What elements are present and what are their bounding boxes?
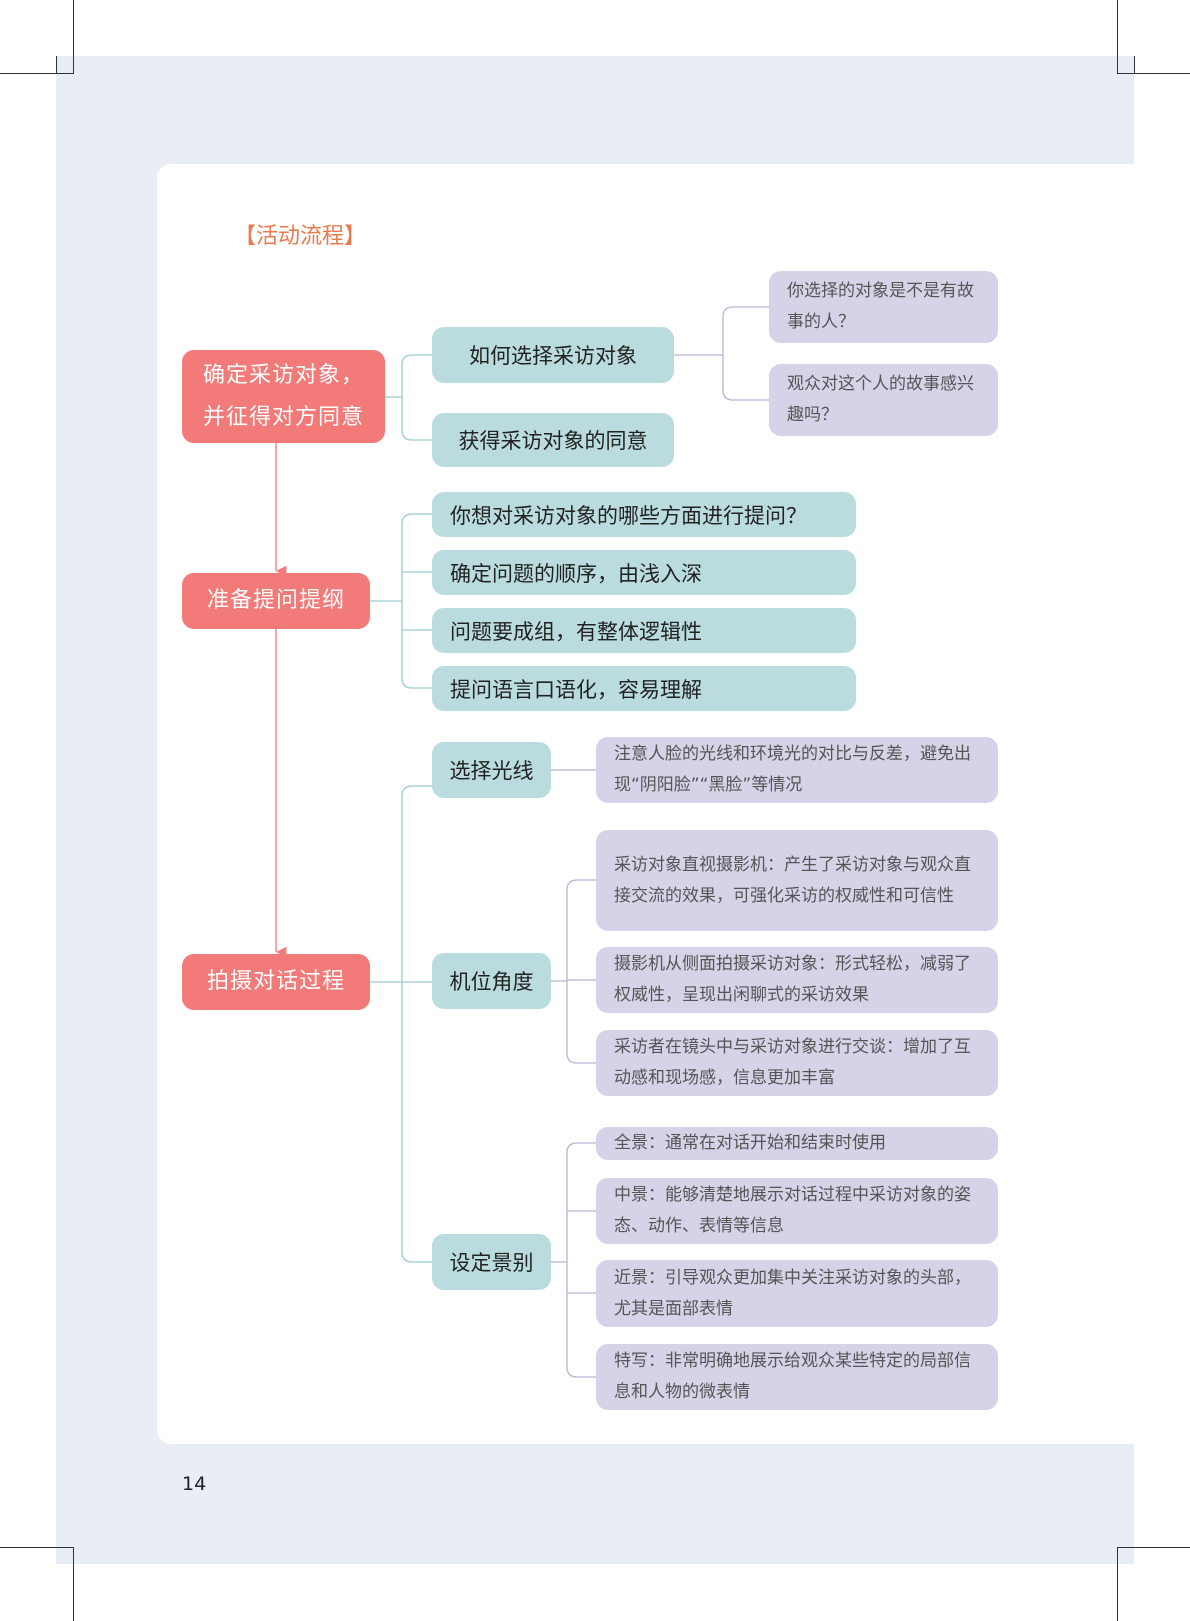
step-1-node: 确定采访对象，并征得对方同意	[182, 350, 385, 443]
branch-label: 机位角度	[449, 970, 534, 994]
branch-label: 选择光线	[449, 759, 534, 783]
detail-node: 采访对象直视摄影机：产生了采访对象与观众直接交流的效果，可强化采访的权威性和可信…	[596, 830, 998, 931]
branch-label: 获得采访对象的同意	[458, 429, 648, 453]
connector	[370, 513, 432, 689]
connector	[551, 879, 596, 1064]
crop-mark	[1117, 0, 1118, 74]
branch-node: 机位角度	[432, 953, 551, 1009]
crop-mark	[1117, 1547, 1118, 1621]
detail-text: 中景：能够清楚地展示对话过程中采访对象的姿态、动作、表情等信息	[614, 1185, 971, 1236]
detail-node: 中景：能够清楚地展示对话过程中采访对象的姿态、动作、表情等信息	[596, 1178, 998, 1244]
crop-mark	[73, 1547, 74, 1621]
crop-mark	[73, 0, 74, 74]
detail-node: 采访者在镜头中与采访对象进行交谈：增加了互动感和现场感，信息更加丰富	[596, 1030, 998, 1096]
step-label: 确定采访对象，并征得对方同意	[202, 362, 364, 430]
branch-label: 提问语言口语化，容易理解	[450, 677, 702, 702]
detail-node: 摄影机从侧面拍摄采访对象：形式轻松，减弱了权威性，呈现出闲聊式的采访效果	[596, 947, 998, 1013]
detail-text: 特写：非常明确地展示给观众某些特定的局部信息和人物的微表情	[614, 1351, 971, 1402]
branch-label: 问题要成组，有整体逻辑性	[450, 619, 702, 644]
branch-label: 设定景别	[449, 1251, 534, 1275]
page-number: 14	[182, 1473, 207, 1495]
detail-text: 摄影机从侧面拍摄采访对象：形式轻松，减弱了权威性，呈现出闲聊式的采访效果	[614, 954, 971, 1005]
connector	[674, 306, 769, 401]
detail-node: 全景：通常在对话开始和结束时使用	[596, 1127, 998, 1160]
branch-node: 设定景别	[432, 1234, 551, 1290]
detail-node: 特写：非常明确地展示给观众某些特定的局部信息和人物的微表情	[596, 1344, 998, 1410]
detail-node: 观众对这个人的故事感兴趣吗？	[769, 364, 998, 436]
detail-text: 近景：引导观众更加集中关注采访对象的头部，尤其是面部表情	[614, 1267, 971, 1319]
step-3-node: 拍摄对话过程	[182, 954, 370, 1010]
section-title: 【活动流程】	[234, 224, 367, 249]
step-2-node: 准备提问提纲	[182, 573, 370, 629]
detail-text: 观众对这个人的故事感兴趣吗？	[787, 374, 974, 425]
branch-label: 你想对采访对象的哪些方面进行提问？	[450, 503, 807, 528]
branch-node: 你想对采访对象的哪些方面进行提问？	[432, 492, 856, 537]
connector	[370, 785, 432, 1263]
detail-node: 注意人脸的光线和环境光的对比与反差，避免出现“阴阳脸”“黑脸”等情况	[596, 737, 998, 803]
branch-label: 如何选择采访对象	[469, 344, 637, 368]
branch-node: 如何选择采访对象	[432, 327, 674, 383]
crop-mark	[1117, 1547, 1190, 1548]
branch-node: 选择光线	[432, 742, 551, 798]
crop-mark	[0, 1547, 74, 1548]
detail-text: 采访对象直视摄影机：产生了采访对象与观众直接交流的效果，可强化采访的权威性和可信…	[614, 854, 971, 906]
crop-mark	[56, 56, 57, 74]
branch-node: 问题要成组，有整体逻辑性	[432, 608, 856, 653]
step-label: 拍摄对话过程	[206, 969, 345, 994]
branch-node: 提问语言口语化，容易理解	[432, 666, 856, 711]
branch-label: 确定问题的顺序，由浅入深	[450, 561, 702, 586]
detail-text: 采访者在镜头中与采访对象进行交谈：增加了互动感和现场感，信息更加丰富	[614, 1037, 971, 1088]
connector	[551, 1142, 596, 1378]
branch-node: 确定问题的顺序，由浅入深	[432, 550, 856, 595]
crop-mark	[0, 73, 74, 74]
detail-text: 注意人脸的光线和环境光的对比与反差，避免出现“阴阳脸”“黑脸”等情况	[614, 744, 971, 795]
detail-text: 你选择的对象是不是有故事的人？	[787, 281, 974, 332]
detail-node: 近景：引导观众更加集中关注采访对象的头部，尤其是面部表情	[596, 1260, 998, 1327]
branch-node: 获得采访对象的同意	[432, 413, 674, 467]
detail-text: 全景：通常在对话开始和结束时使用	[614, 1133, 886, 1153]
crop-mark	[1134, 56, 1135, 74]
step-label: 准备提问提纲	[206, 588, 345, 613]
connector	[385, 354, 432, 441]
detail-node: 你选择的对象是不是有故事的人？	[769, 271, 998, 343]
crop-mark	[1117, 73, 1190, 74]
